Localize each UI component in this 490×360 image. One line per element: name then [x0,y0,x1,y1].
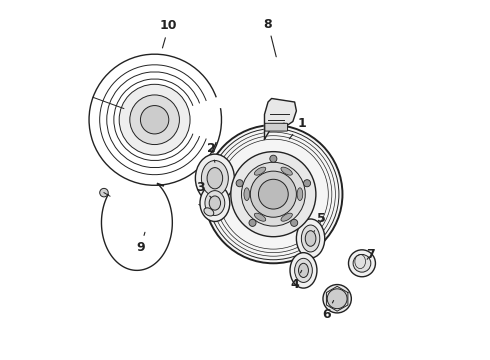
Text: 9: 9 [136,232,145,254]
Circle shape [353,255,371,272]
Ellipse shape [201,161,228,196]
Text: 7: 7 [367,248,375,261]
Ellipse shape [301,225,320,252]
Text: 10: 10 [160,19,177,48]
Ellipse shape [254,213,266,221]
FancyBboxPatch shape [265,123,288,131]
Circle shape [270,155,277,162]
Ellipse shape [297,188,303,201]
Text: 3: 3 [196,181,211,198]
Circle shape [231,152,316,237]
Text: 6: 6 [322,301,334,321]
Circle shape [99,188,108,197]
Text: 2: 2 [207,141,216,162]
Circle shape [303,180,311,187]
Text: 8: 8 [264,18,276,57]
Circle shape [242,162,305,226]
Circle shape [204,125,343,263]
Circle shape [250,171,296,217]
Ellipse shape [281,213,293,221]
Circle shape [258,179,288,209]
Ellipse shape [200,185,230,221]
Ellipse shape [298,263,308,278]
Ellipse shape [305,231,316,246]
Ellipse shape [209,196,220,210]
Circle shape [249,219,256,226]
Circle shape [236,180,243,187]
Text: 5: 5 [314,212,325,231]
Circle shape [348,250,375,277]
Circle shape [327,289,347,309]
Ellipse shape [294,258,312,283]
Circle shape [119,84,190,155]
Ellipse shape [196,154,234,202]
Ellipse shape [281,167,293,175]
Circle shape [323,284,351,313]
Text: 4: 4 [290,270,302,291]
Ellipse shape [254,167,266,175]
Polygon shape [265,99,296,139]
Ellipse shape [244,188,249,201]
Circle shape [130,95,179,145]
Text: 1: 1 [289,117,306,139]
Circle shape [291,219,298,226]
Ellipse shape [296,219,325,258]
Ellipse shape [204,208,214,216]
Circle shape [141,105,169,134]
Ellipse shape [290,253,317,288]
Ellipse shape [207,168,222,189]
Ellipse shape [205,191,225,215]
